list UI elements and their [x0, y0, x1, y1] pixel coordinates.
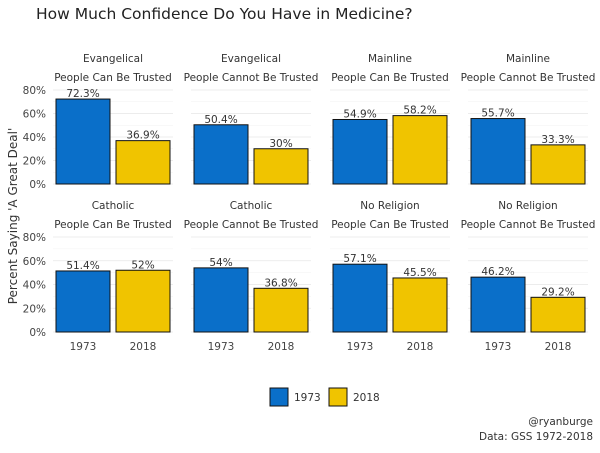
- facet-label-trust: People Can Be Trusted: [54, 72, 172, 84]
- facet-label-trust: People Can Be Trusted: [331, 219, 449, 231]
- facet-label-trust: People Cannot Be Trusted: [184, 219, 319, 231]
- x-tick-label: 2018: [545, 341, 572, 353]
- facet-panel: No Religion People Can Be Trusted 57.1% 197…: [330, 200, 450, 353]
- bar-value-label: 72.3%: [66, 88, 99, 100]
- x-tick-label: 1973: [70, 341, 97, 353]
- y-tick-label: 40%: [23, 280, 46, 292]
- bar-2018: [392, 277, 448, 333]
- facet-label-group: No Religion: [498, 200, 557, 212]
- bar-1973: [193, 267, 249, 333]
- bar-value-label: 52%: [131, 259, 154, 271]
- caption-source: Data: GSS 1972-2018: [479, 431, 593, 443]
- facet-label-trust: People Can Be Trusted: [331, 72, 449, 84]
- x-tick-label: 1973: [485, 341, 512, 353]
- bar-value-label: 45.5%: [403, 267, 436, 279]
- facet-panel: Mainline People Can Be Trusted 54.9% 58.2%: [330, 53, 450, 185]
- y-tick-label: 20%: [23, 156, 46, 168]
- y-tick-label: 60%: [23, 256, 46, 268]
- facet-panel: Mainline People Cannot Be Trusted 55.7% 33.…: [461, 53, 596, 185]
- caption-handle: @ryanburge: [528, 416, 593, 428]
- bar-2018: [530, 296, 586, 333]
- facet-label-group: Evangelical: [221, 53, 281, 65]
- facet-label-trust: People Can Be Trusted: [54, 219, 172, 231]
- chart-title: How Much Confidence Do You Have in Medic…: [36, 5, 413, 23]
- y-tick-label: 80%: [23, 232, 46, 244]
- y-tick-label: 20%: [23, 303, 46, 315]
- bar-2018: [115, 269, 171, 333]
- y-tick-label: 60%: [23, 109, 46, 121]
- facet-panel: Evangelical People Can Be Trusted 0% 20% 40%…: [23, 53, 173, 191]
- bar-value-label: 55.7%: [481, 108, 514, 120]
- bar-value-label: 51.4%: [66, 260, 99, 272]
- bar-1973: [55, 98, 111, 185]
- facet-label-group: Mainline: [506, 53, 550, 65]
- facet-label-group: Mainline: [368, 53, 412, 65]
- bar-value-label: 50.4%: [204, 114, 237, 126]
- x-tick-label: 2018: [268, 341, 295, 353]
- bar-2018: [253, 287, 309, 333]
- legend-label: 1973: [294, 392, 321, 404]
- facet-panel: No Religion People Cannot Be Trusted 46.2%…: [461, 200, 596, 353]
- bar-value-label: 29.2%: [541, 286, 574, 298]
- facet-label-group: No Religion: [360, 200, 419, 212]
- bar-value-label: 36.8%: [264, 277, 297, 289]
- bar-1973: [332, 118, 388, 185]
- x-tick-label: 2018: [130, 341, 157, 353]
- bar-2018: [530, 144, 586, 185]
- bar-value-label: 33.3%: [541, 134, 574, 146]
- bar-value-label: 36.9%: [126, 130, 159, 142]
- y-tick-label: 0%: [29, 179, 46, 191]
- bar-1973: [193, 124, 249, 185]
- y-tick-label: 40%: [23, 132, 46, 144]
- x-tick-label: 1973: [347, 341, 374, 353]
- bar-1973: [332, 263, 388, 333]
- facet-label-group: Evangelical: [83, 53, 143, 65]
- facet-panel: Evangelical People Cannot Be Trusted 50.4%…: [184, 53, 319, 185]
- bar-2018: [115, 140, 171, 185]
- bar-2018: [253, 148, 309, 185]
- bar-1973: [470, 276, 526, 333]
- x-tick-label: 1973: [208, 341, 235, 353]
- facet-label-trust: People Cannot Be Trusted: [461, 72, 596, 84]
- bar-value-label: 30%: [269, 138, 292, 150]
- bar-value-label: 54.9%: [343, 108, 376, 120]
- y-tick-label: 0%: [29, 327, 46, 339]
- facet-panel: Catholic People Can Be Trusted 0% 20% 40% 60%…: [23, 200, 173, 353]
- bar-1973: [55, 270, 111, 333]
- bar-value-label: 57.1%: [343, 253, 376, 265]
- bar-value-label: 46.2%: [481, 266, 514, 278]
- y-tick-label: 80%: [23, 85, 46, 97]
- facet-label-group: Catholic: [92, 200, 135, 212]
- y-axis-label: Percent Saying 'A Great Deal': [6, 128, 20, 305]
- facet-panel: Catholic People Cannot Be Trusted 54% 1973 3…: [184, 200, 319, 353]
- legend: 1973 2018: [269, 387, 380, 407]
- legend-swatch-1973: [269, 387, 289, 407]
- facet-label-trust: People Cannot Be Trusted: [461, 219, 596, 231]
- facet-panels: Evangelical People Can Be Trusted 0% 20% 40%…: [23, 53, 596, 353]
- bar-1973: [470, 118, 526, 185]
- bar-2018: [392, 115, 448, 185]
- facet-label-trust: People Cannot Be Trusted: [184, 72, 319, 84]
- x-tick-label: 2018: [407, 341, 434, 353]
- legend-label: 2018: [353, 392, 380, 404]
- legend-swatch-2018: [328, 387, 348, 407]
- bar-value-label: 58.2%: [403, 105, 436, 117]
- facet-label-group: Catholic: [230, 200, 273, 212]
- bar-value-label: 54%: [209, 257, 232, 269]
